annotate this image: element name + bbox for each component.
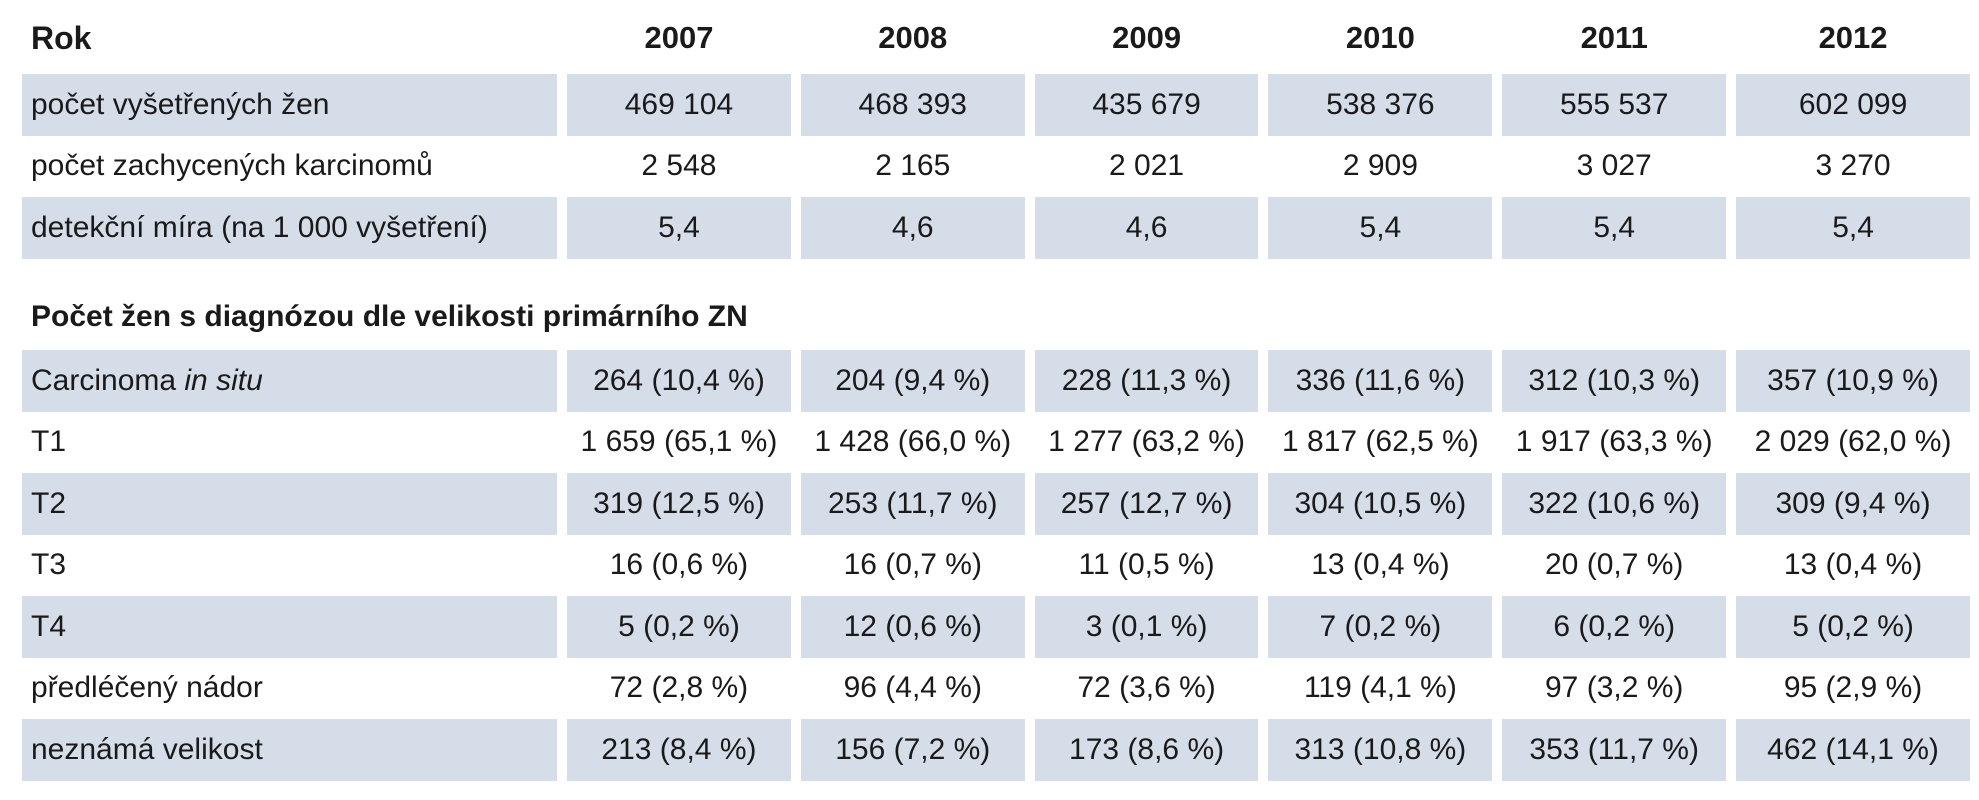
- table-header-row: Rok 2007 2008 2009 2010 2011 2012: [22, 2, 1970, 74]
- cell-value: 13 (0,4 %): [1311, 548, 1450, 582]
- cell-value: 213 (8,4 %): [567, 719, 801, 781]
- cell-value: 11 (0,5 %): [1078, 548, 1215, 582]
- cell-value: 462 (14,1 %): [1736, 719, 1970, 781]
- row-label: počet zachycených karcinomů: [31, 149, 433, 183]
- cell-value: 16 (0,6 %): [609, 548, 749, 582]
- header-year: 2007: [644, 20, 714, 55]
- table-row: T4 5 (0,2 %) 12 (0,6 %) 3 (0,1 %) 7 (0,2…: [22, 596, 1970, 658]
- tumor-size-table: Carcinoma in situ 264 (10,4 %) 204 (9,4 …: [22, 350, 1970, 781]
- cell-value: 313 (10,8 %): [1268, 719, 1503, 781]
- cell-value: 353 (11,7 %): [1502, 719, 1737, 781]
- cell-value: 602 099: [1736, 74, 1970, 136]
- table-row: počet zachycených karcinomů 2 548 2 165 …: [22, 136, 1970, 198]
- row-label-prefix: Carcinoma: [31, 363, 185, 397]
- cell-value: 16 (0,7 %): [843, 548, 982, 582]
- cell-value: 2 029 (62,0 %): [1754, 425, 1952, 459]
- cell-value: 312 (10,3 %): [1502, 350, 1737, 412]
- table-row: T1 1 659 (65,1 %) 1 428 (66,0 %) 1 277 (…: [22, 412, 1970, 474]
- cell-value: 435 679: [1034, 74, 1269, 136]
- cell-value: 72 (2,8 %): [609, 671, 749, 705]
- cell-value: 357 (10,9 %): [1736, 350, 1970, 412]
- cell-value: 173 (8,6 %): [1034, 719, 1269, 781]
- cell-value: 228 (11,3 %): [1034, 350, 1269, 412]
- cell-value: 304 (10,5 %): [1268, 473, 1503, 535]
- cell-value: 264 (10,4 %): [567, 350, 801, 412]
- cell-value: 309 (9,4 %): [1736, 473, 1970, 535]
- cell-value: 5,4: [1502, 197, 1737, 259]
- table-row: T2 319 (12,5 %) 253 (11,7 %) 257 (12,7 %…: [22, 473, 1970, 535]
- row-label: detekční míra (na 1 000 vyšetření): [22, 197, 568, 259]
- cell-value: 4,6: [1034, 197, 1269, 259]
- table-row: T3 16 (0,6 %) 16 (0,7 %) 11 (0,5 %) 13 (…: [22, 535, 1970, 597]
- cell-value: 319 (12,5 %): [567, 473, 801, 535]
- cell-value: 2 021: [1109, 149, 1185, 183]
- table-row: počet vyšetřených žen 469 104 468 393 43…: [22, 74, 1970, 136]
- header-year: 2008: [878, 20, 948, 55]
- cell-value: 3 (0,1 %): [1034, 596, 1269, 658]
- header-year: 2011: [1580, 20, 1648, 55]
- cell-value: 1 817 (62,5 %): [1281, 425, 1479, 459]
- cell-value: 5,4: [567, 197, 801, 259]
- row-label: T3: [31, 548, 67, 582]
- cell-value: 20 (0,7 %): [1545, 548, 1684, 582]
- cell-value: 555 537: [1502, 74, 1737, 136]
- cell-value: 13 (0,4 %): [1783, 548, 1923, 582]
- cell-value: 95 (2,9 %): [1783, 671, 1923, 705]
- table-row: detekční míra (na 1 000 vyšetření) 5,4 4…: [22, 197, 1970, 259]
- cell-value: 1 428 (66,0 %): [814, 425, 1012, 459]
- table-row: předléčený nádor 72 (2,8 %) 96 (4,4 %) 7…: [22, 658, 1970, 720]
- cell-value: 156 (7,2 %): [800, 719, 1035, 781]
- cell-value: 1 659 (65,1 %): [580, 425, 778, 459]
- cell-value: 257 (12,7 %): [1034, 473, 1269, 535]
- cell-value: 12 (0,6 %): [800, 596, 1035, 658]
- cell-value: 253 (11,7 %): [800, 473, 1035, 535]
- header-label-rok: Rok: [31, 19, 92, 56]
- cell-value: 2 165: [875, 149, 951, 183]
- row-label: počet vyšetřených žen: [22, 74, 568, 136]
- cell-value: 5 (0,2 %): [1736, 596, 1970, 658]
- cell-value: 2 548: [641, 149, 717, 183]
- cell-value: 322 (10,6 %): [1502, 473, 1737, 535]
- row-label: Carcinoma in situ: [22, 350, 568, 412]
- cell-value: 336 (11,6 %): [1268, 350, 1503, 412]
- row-label: T1: [31, 425, 67, 459]
- row-label-italic: in situ: [184, 363, 263, 397]
- cell-value: 5 (0,2 %): [567, 596, 801, 658]
- cell-value: 469 104: [567, 74, 801, 136]
- cell-value: 3 027: [1576, 149, 1652, 183]
- row-label: předléčený nádor: [31, 671, 263, 705]
- cell-value: 2 909: [1342, 149, 1418, 183]
- cell-value: 7 (0,2 %): [1268, 596, 1503, 658]
- row-label: T4: [22, 596, 568, 658]
- header-year: 2009: [1112, 20, 1182, 55]
- cell-value: 97 (3,2 %): [1545, 671, 1684, 705]
- table-row: neznámá velikost 213 (8,4 %) 156 (7,2 %)…: [22, 719, 1970, 781]
- cell-value: 4,6: [800, 197, 1035, 259]
- table-row: Carcinoma in situ 264 (10,4 %) 204 (9,4 …: [22, 350, 1970, 412]
- cell-value: 3 270: [1815, 149, 1891, 183]
- cell-value: 96 (4,4 %): [843, 671, 982, 705]
- cell-value: 1 277 (63,2 %): [1048, 425, 1245, 459]
- cell-value: 468 393: [800, 74, 1035, 136]
- cell-value: 119 (4,1 %): [1303, 671, 1457, 705]
- screening-summary-table: Rok 2007 2008 2009 2010 2011 2012 počet …: [22, 2, 1970, 259]
- cell-value: 538 376: [1268, 74, 1503, 136]
- cell-value: 72 (3,6 %): [1077, 671, 1216, 705]
- row-label: neznámá velikost: [22, 719, 568, 781]
- section-title: Počet žen s diagnózou dle velikosti prim…: [31, 300, 748, 333]
- header-year: 2010: [1345, 20, 1415, 55]
- cell-value: 204 (9,4 %): [800, 350, 1035, 412]
- cell-value: 1 917 (63,3 %): [1515, 425, 1713, 459]
- cell-value: 6 (0,2 %): [1502, 596, 1737, 658]
- row-label: T2: [22, 473, 568, 535]
- cell-value: 5,4: [1268, 197, 1503, 259]
- cell-value: 5,4: [1736, 197, 1970, 259]
- header-year: 2012: [1818, 20, 1888, 55]
